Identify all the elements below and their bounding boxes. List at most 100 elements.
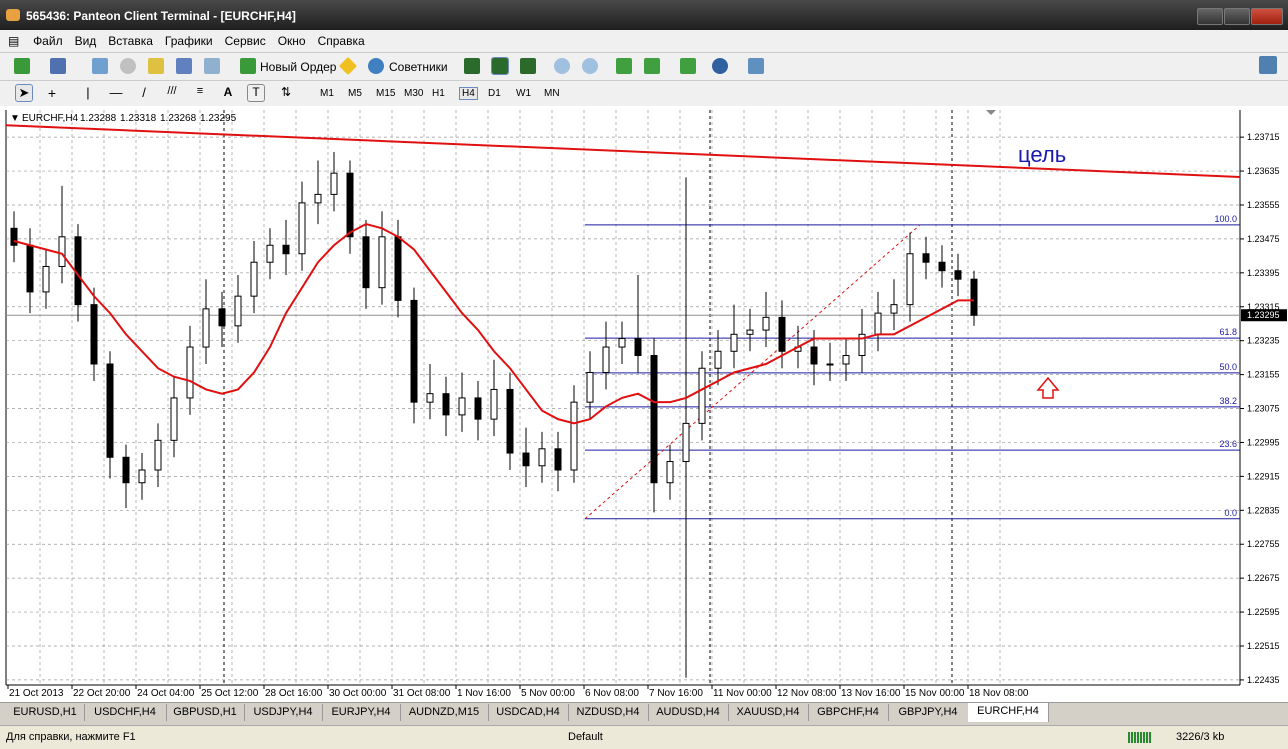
experts-button[interactable]: Советники bbox=[389, 60, 448, 74]
chart-tab[interactable]: GBPCHF,H4 bbox=[808, 704, 889, 721]
chart-tab[interactable]: AUDNZD,M15 bbox=[400, 704, 489, 721]
bar-chart-button[interactable] bbox=[464, 58, 480, 74]
menu-item[interactable]: Вид bbox=[74, 34, 97, 48]
fib-label: 50.0 bbox=[1219, 362, 1237, 372]
profiles-button[interactable] bbox=[50, 58, 66, 74]
y-tick-label: 1.22515 bbox=[1247, 641, 1280, 651]
chart-tab[interactable]: GBPJPY,H4 bbox=[888, 704, 969, 721]
zoom-in-button[interactable] bbox=[554, 58, 570, 74]
new-order-button[interactable]: Новый Ордер bbox=[260, 60, 337, 74]
x-tick-label: 24 Oct 04:00 bbox=[137, 688, 195, 699]
new-order-icon[interactable] bbox=[240, 58, 256, 74]
indicators-button[interactable] bbox=[680, 58, 696, 74]
app-icon bbox=[6, 9, 20, 21]
timeframe-button[interactable]: M30 bbox=[404, 88, 424, 99]
candle-chart-button[interactable] bbox=[491, 57, 509, 75]
chart-tab[interactable]: USDCHF,H4 bbox=[84, 704, 167, 721]
chart-tab[interactable]: GBPUSD,H1 bbox=[166, 704, 245, 721]
experts-icon[interactable] bbox=[368, 58, 384, 74]
x-tick-label: 6 Nov 08:00 bbox=[585, 688, 639, 699]
title-bar: 565436: Panteon Client Terminal - [EURCH… bbox=[0, 0, 1288, 30]
y-tick-label: 1.23315 bbox=[1247, 302, 1280, 312]
navigator-button[interactable] bbox=[148, 58, 164, 74]
chart-tab[interactable]: XAUUSD,H4 bbox=[728, 704, 809, 721]
candle-body bbox=[666, 461, 674, 484]
cursor-button[interactable]: ➤ bbox=[15, 84, 33, 102]
autoscroll-button[interactable] bbox=[616, 58, 632, 74]
y-tick-label: 1.23235 bbox=[1247, 336, 1280, 346]
chart-tab[interactable]: EURCHF,H4 bbox=[968, 703, 1049, 722]
timeframe-button[interactable]: M5 bbox=[348, 88, 362, 99]
chart-tab[interactable]: USDJPY,H4 bbox=[244, 704, 323, 721]
minimize-button[interactable] bbox=[1197, 8, 1223, 25]
candle-body bbox=[250, 261, 258, 297]
fib-trend bbox=[584, 224, 921, 520]
new-chart-button[interactable] bbox=[14, 58, 30, 74]
y-tick-label: 1.22755 bbox=[1247, 539, 1280, 549]
chart-tab[interactable]: USDCAD,H4 bbox=[488, 704, 569, 721]
candle-body bbox=[778, 316, 786, 352]
candle-body bbox=[202, 308, 210, 348]
candle-body bbox=[426, 393, 434, 403]
news-button[interactable] bbox=[1259, 56, 1277, 74]
metaeditor-button[interactable] bbox=[338, 56, 358, 76]
menu-item[interactable]: Графики bbox=[164, 34, 213, 48]
timeframe-button[interactable]: MN bbox=[544, 88, 560, 99]
timeframe-button[interactable]: D1 bbox=[488, 88, 501, 99]
candle-body bbox=[890, 304, 898, 314]
timeframe-button[interactable]: H4 bbox=[459, 87, 478, 100]
timeframe-button[interactable]: M1 bbox=[320, 88, 334, 99]
chart-tab[interactable]: NZDUSD,H4 bbox=[568, 704, 649, 721]
periods-button[interactable] bbox=[712, 58, 728, 74]
timeframe-button[interactable]: H1 bbox=[432, 88, 445, 99]
templates-button[interactable] bbox=[748, 58, 764, 74]
menu-item[interactable]: Вставка bbox=[108, 34, 153, 48]
zoom-out-button[interactable] bbox=[582, 58, 598, 74]
hline-button[interactable]: — bbox=[109, 85, 123, 100]
menu-item[interactable]: Сервис bbox=[224, 34, 266, 48]
x-tick-label: 28 Oct 16:00 bbox=[265, 688, 323, 699]
chart-window: 1.23715 1.23635 1.23555 1.23475 1.23395 1.233… bbox=[0, 106, 1288, 702]
header-price: 1.23318 bbox=[120, 113, 157, 124]
candle-body bbox=[842, 355, 850, 365]
terminal-button[interactable] bbox=[176, 58, 192, 74]
candle-body bbox=[282, 244, 290, 255]
crosshair-button[interactable]: + bbox=[47, 85, 57, 101]
candle-body bbox=[970, 278, 978, 316]
trend-line bbox=[5, 124, 1241, 178]
chart-tab[interactable]: EURJPY,H4 bbox=[322, 704, 401, 721]
vline-button[interactable]: | bbox=[86, 85, 90, 100]
shift-marker bbox=[986, 110, 996, 115]
timeframe-button[interactable]: M15 bbox=[376, 88, 396, 99]
trendline-button[interactable]: / bbox=[142, 85, 146, 100]
close-button[interactable] bbox=[1251, 8, 1283, 25]
header-price: 1.23288 bbox=[80, 113, 117, 124]
line-chart-button[interactable] bbox=[520, 58, 536, 74]
y-tick-label: 1.23635 bbox=[1247, 166, 1280, 176]
x-tick-label: 13 Nov 16:00 bbox=[841, 688, 901, 699]
y-tick-label: 1.23555 bbox=[1247, 200, 1280, 210]
candle-body bbox=[394, 236, 402, 301]
chart-tab[interactable]: EURUSD,H1 bbox=[6, 704, 85, 721]
x-tick-label: 12 Nov 08:00 bbox=[777, 688, 837, 699]
menu-item[interactable]: Окно bbox=[277, 34, 306, 48]
chart-shift-button[interactable] bbox=[644, 58, 660, 74]
fibo-button[interactable]: ≡ bbox=[196, 85, 204, 97]
channel-button[interactable]: /// bbox=[167, 85, 177, 97]
plot-area: 1.23715 1.23635 1.23555 1.23475 1.23395 1.233… bbox=[5, 110, 1280, 699]
timeframe-button[interactable]: W1 bbox=[516, 88, 531, 99]
candle-body bbox=[954, 270, 962, 280]
text-button[interactable]: A bbox=[223, 85, 233, 99]
menu-item[interactable]: Файл bbox=[33, 34, 63, 48]
candle-body bbox=[122, 456, 130, 484]
market-watch-button[interactable] bbox=[92, 58, 108, 74]
menu-item[interactable]: Справка bbox=[317, 34, 365, 48]
menu-bar: ▤ Файл Вид Вставка Графики Сервис Окно Справка bbox=[0, 30, 1288, 53]
label-button[interactable]: T bbox=[247, 84, 265, 102]
arrows-button[interactable]: ⇅ bbox=[280, 85, 292, 99]
current-price-label: 1.23295 bbox=[1247, 310, 1280, 320]
chart-tab[interactable]: AUDUSD,H4 bbox=[648, 704, 729, 721]
tester-button[interactable] bbox=[204, 58, 220, 74]
data-window-button[interactable] bbox=[120, 58, 136, 74]
maximize-button[interactable] bbox=[1224, 8, 1250, 25]
